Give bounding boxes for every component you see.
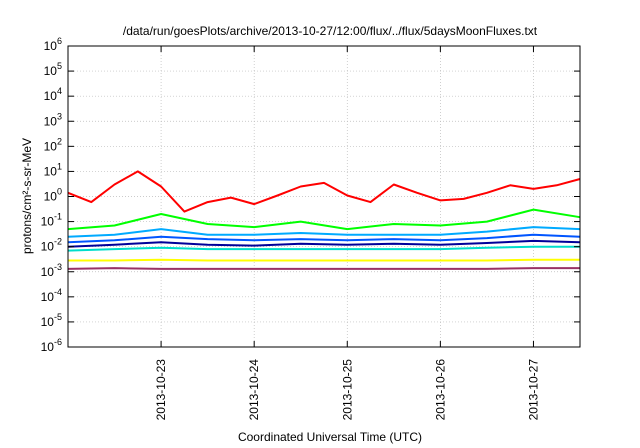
y-ticks: 10-610-510-410-310-210-11001011021031041… xyxy=(41,36,580,354)
y-tick-label: 106 xyxy=(44,36,62,53)
y-tick-exponent: -3 xyxy=(54,262,62,272)
y-tick-exponent: 3 xyxy=(57,111,62,121)
chart-title: /data/run/goesPlots/archive/2013-10-27/1… xyxy=(123,24,538,38)
y-tick-label: 10-6 xyxy=(41,337,62,354)
x-tick-label: 2013-10-23 xyxy=(154,359,168,421)
y-tick-label: 10-4 xyxy=(41,287,62,304)
y-tick-exponent: -5 xyxy=(54,312,62,322)
y-tick-label: 105 xyxy=(44,61,62,78)
y-tick-exponent: -2 xyxy=(54,237,62,247)
grid xyxy=(68,45,580,348)
y-tick-label: 10-1 xyxy=(41,212,62,229)
series-line-4 xyxy=(67,233,581,244)
y-tick-label: 104 xyxy=(44,86,62,103)
y-tick-exponent: 5 xyxy=(57,61,62,71)
y-tick-exponent: 0 xyxy=(57,187,62,197)
y-tick-exponent: -1 xyxy=(54,212,62,222)
y-tick-label: 10-3 xyxy=(41,262,62,279)
series-line-5 xyxy=(67,239,581,248)
x-tick-label: 2013-10-27 xyxy=(526,359,540,421)
y-axis-label: protons/cm²-s-sr-MeV xyxy=(20,138,34,254)
x-ticks: 2013-10-23 2013-10-24 2013-10-25 2013-10-26… xyxy=(154,46,540,420)
y-tick-label: 102 xyxy=(44,136,62,153)
y-tick-exponent: -4 xyxy=(54,287,62,297)
y-tick-label: 100 xyxy=(44,187,62,204)
series-line-1 xyxy=(67,170,581,213)
x-tick-label: 2013-10-25 xyxy=(340,359,354,421)
series-line-8 xyxy=(67,267,580,270)
series-line-2 xyxy=(67,208,581,231)
y-tick-exponent: 4 xyxy=(57,86,62,96)
series-line-7 xyxy=(68,258,580,262)
y-tick-exponent: 2 xyxy=(57,136,62,146)
y-tick-label: 10-2 xyxy=(41,237,62,254)
series-line-3 xyxy=(67,226,581,238)
y-tick-exponent: 1 xyxy=(57,161,62,171)
y-tick-exponent: 6 xyxy=(57,36,62,46)
y-tick-label: 103 xyxy=(44,111,62,128)
x-tick-label: 2013-10-26 xyxy=(433,359,447,421)
series-group xyxy=(67,170,581,270)
y-tick-exponent: -6 xyxy=(54,337,62,347)
x-axis-label: Coordinated Universal Time (UTC) xyxy=(238,430,422,444)
series-line-6 xyxy=(67,245,580,252)
y-tick-label: 10-5 xyxy=(41,312,62,329)
x-tick-label: 2013-10-24 xyxy=(247,359,261,421)
y-tick-label: 101 xyxy=(44,161,62,178)
